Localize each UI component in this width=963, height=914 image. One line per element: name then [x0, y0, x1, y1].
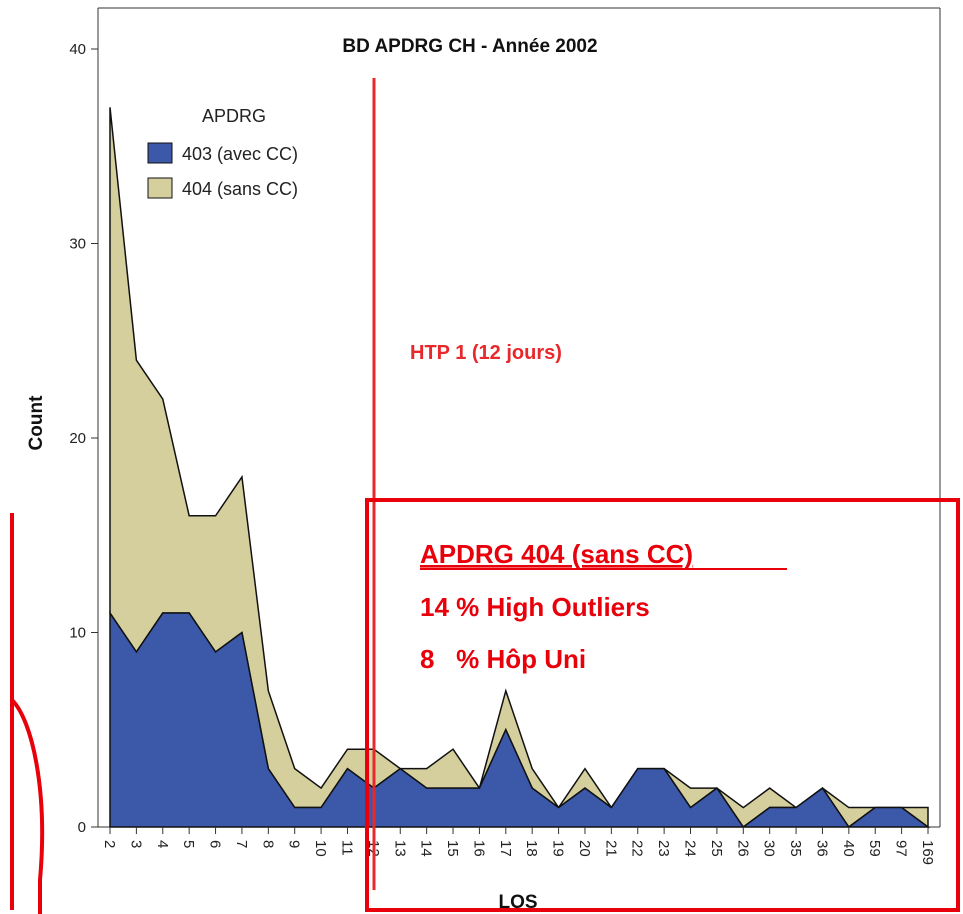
legend-label-403: 403 (avec CC): [182, 144, 298, 164]
x-tick-label: 8: [259, 840, 276, 848]
y-axis-title: Count: [26, 395, 47, 451]
x-tick-label: 23: [655, 840, 672, 857]
left-red-curve: [10, 698, 45, 914]
x-tick-label: 17: [497, 840, 514, 857]
x-tick-label: 9: [286, 840, 303, 848]
box-heading: APDRG 404 (sans CC): [420, 539, 693, 569]
area-403-avec-cc: [109, 610, 931, 829]
x-tick-label: 15: [444, 840, 461, 857]
y-tick-label: 30: [69, 236, 86, 253]
x-tick-label: 5: [180, 840, 197, 848]
x-tick-label: 40: [840, 840, 857, 857]
x-tick-label: 30: [761, 840, 778, 857]
x-tick-label: 25: [708, 840, 725, 857]
x-tick-label: 26: [734, 840, 751, 857]
x-tick-label: 3: [127, 840, 144, 848]
x-tick-label: 97: [893, 840, 910, 857]
x-tick-label: 22: [629, 840, 646, 857]
legend: APDRG 403 (avec CC) 404 (sans CC): [147, 106, 298, 199]
x-axis-title: LOS: [498, 892, 537, 913]
x-axis-ticks: 2345678910111213141516171819202122232425…: [101, 827, 936, 865]
x-tick-label: 4: [154, 840, 171, 848]
x-tick-label: 59: [866, 840, 883, 857]
x-tick-label: 6: [207, 840, 224, 848]
x-tick-label: 36: [813, 840, 830, 857]
y-tick-label: 0: [78, 819, 86, 836]
x-tick-label: 24: [682, 840, 699, 857]
x-tick-label: 20: [576, 840, 593, 857]
x-tick-label: 11: [338, 840, 355, 856]
x-tick-label: 21: [602, 840, 619, 857]
y-tick-label: 40: [69, 41, 86, 58]
chart-title: BD APDRG CH - Année 2002: [342, 36, 597, 57]
x-tick-label: 169: [919, 840, 936, 865]
y-tick-label: 10: [69, 625, 86, 642]
x-tick-label: 18: [523, 840, 540, 857]
x-tick-label: 16: [470, 840, 487, 857]
legend-label-404: 404 (sans CC): [182, 179, 298, 199]
y-tick-label: 20: [69, 430, 86, 447]
legend-title: APDRG: [202, 106, 266, 126]
x-tick-label: 35: [787, 840, 804, 857]
x-tick-label: 10: [312, 840, 329, 857]
box-line-high-outliers: 14 % High Outliers: [420, 592, 650, 622]
y-axis-ticks: 0 10 20 30 40: [69, 41, 98, 836]
legend-swatch-403: [147, 142, 173, 164]
htp-label: HTP 1 (12 jours): [410, 342, 562, 364]
highlight-box: [365, 498, 960, 912]
legend-swatch-404: [147, 177, 173, 199]
x-tick-label: 7: [233, 840, 250, 848]
x-tick-label: 14: [418, 840, 435, 857]
x-tick-label: 19: [550, 840, 567, 857]
area-layer: [109, 107, 931, 829]
box-line-hop-uni: 8 % Hôp Uni: [420, 644, 586, 674]
x-tick-label: 2: [101, 840, 118, 848]
x-tick-label: 13: [391, 840, 408, 857]
